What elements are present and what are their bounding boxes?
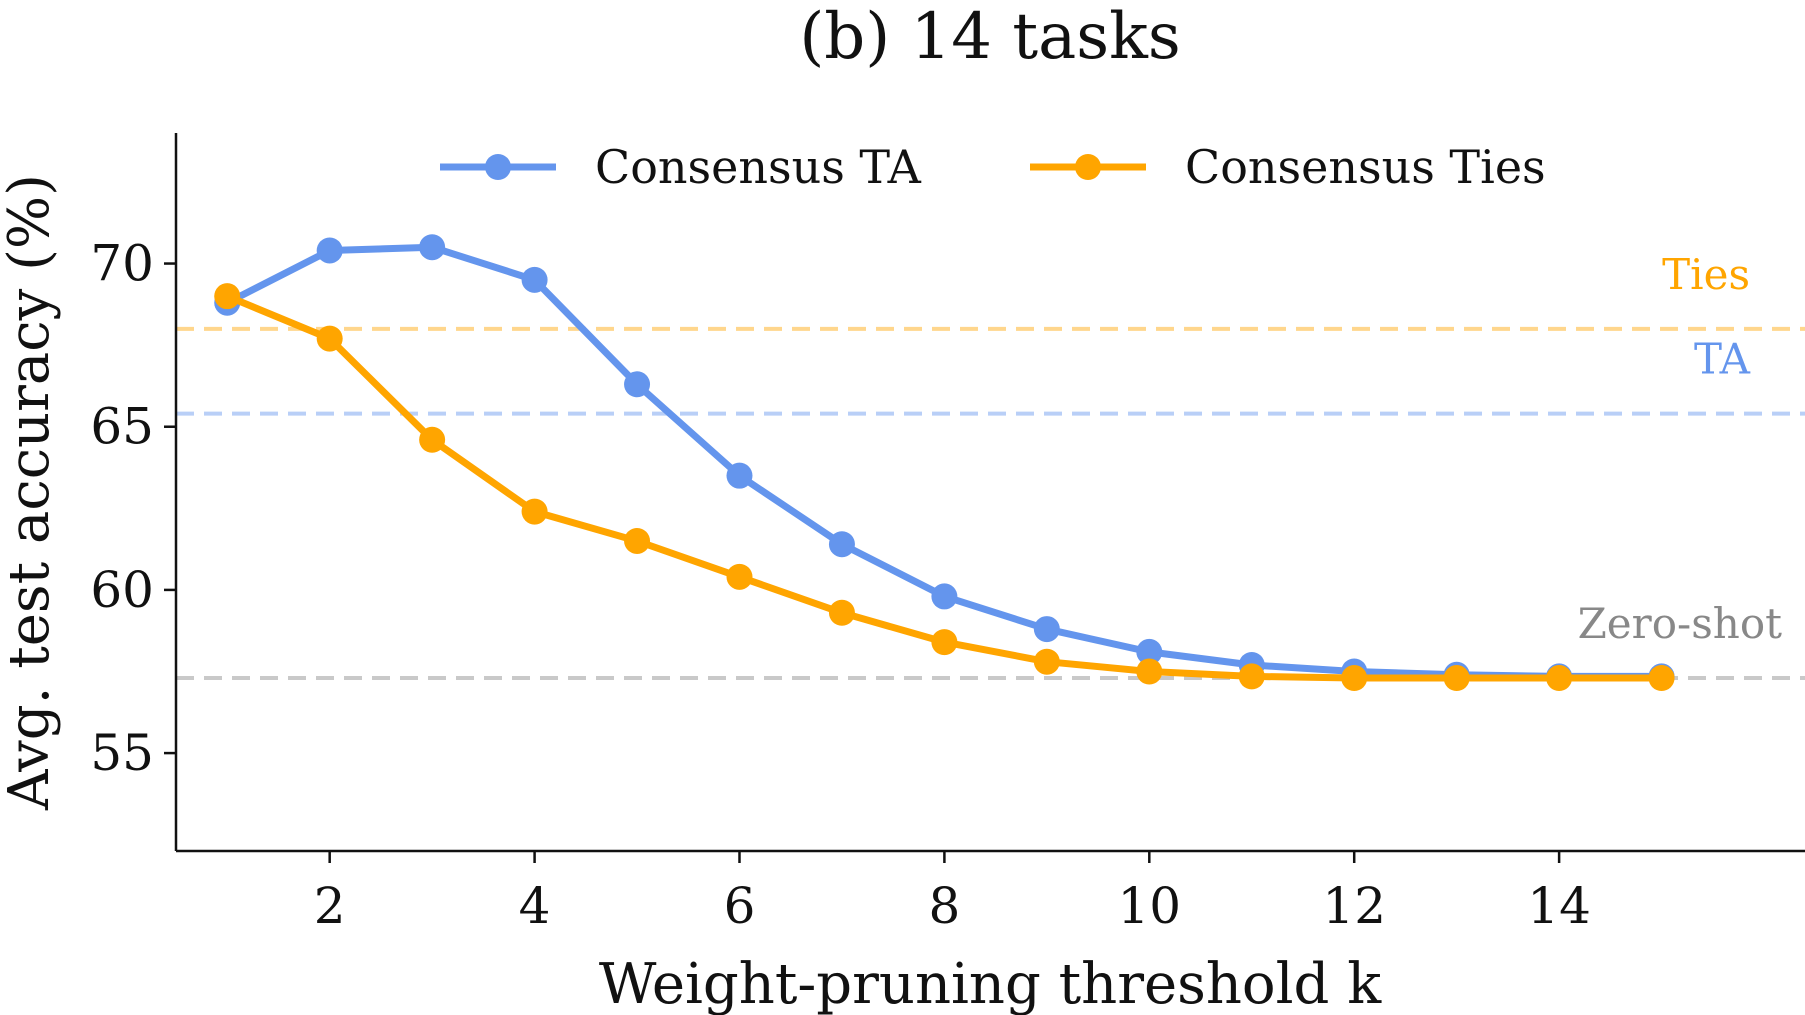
axes [174,133,1805,853]
x-ticks: 2 4 6 8 10 12 14 [314,851,1591,935]
data-point-consensus-ties [1648,665,1675,692]
reference-label-ties: Ties [1662,250,1750,299]
data-point-consensus-ties [1341,665,1368,692]
legend-label-consensus-ties: Consensus Ties [1185,140,1546,194]
x-tick-label: 8 [928,877,960,935]
data-point-consensus-ties [1136,658,1163,685]
y-tick-label: 55 [90,724,154,782]
data-point-consensus-ties [1033,648,1060,675]
data-point-consensus-ta [1033,616,1060,643]
x-tick-label: 10 [1117,877,1181,935]
data-point-consensus-ta [726,462,753,489]
data-point-consensus-ta [624,371,651,398]
x-tick-label: 2 [314,877,346,935]
legend-label-consensus-ta: Consensus TA [595,140,922,194]
data-point-consensus-ta [1136,638,1163,665]
y-ticks: 55 60 65 70 [90,235,176,782]
series-line-consensus-ta [223,243,1666,680]
data-point-consensus-ties [726,563,753,590]
chart-title: (b) 14 tasks [799,0,1180,74]
data-point-consensus-ties [521,498,548,525]
x-tick-label: 6 [724,877,756,935]
data-point-consensus-ties [931,629,958,656]
x-axis-label: Weight-pruning threshold k [599,952,1382,1015]
legend: Consensus TA Consensus Ties [440,140,1546,194]
series-layer [214,234,1675,692]
data-point-consensus-ta [521,266,548,293]
data-point-consensus-ta [316,237,343,264]
x-tick-label: 4 [519,877,551,935]
data-point-consensus-ties [316,325,343,352]
y-axis-label: Avg. test accuracy (%) [0,174,62,811]
legend-marker-consensus-ta [485,154,511,180]
y-tick-label: 60 [90,561,154,619]
data-point-consensus-ties [1238,663,1265,690]
y-tick-label: 70 [90,235,154,293]
data-point-consensus-ties [828,599,855,626]
data-point-consensus-ties [1443,665,1470,692]
legend-marker-consensus-ties [1075,154,1101,180]
data-point-consensus-ta [828,531,855,558]
series-line-consensus-ties [223,292,1666,682]
reference-label-ta: TA [1694,335,1751,384]
data-point-consensus-ties [1546,665,1573,692]
data-point-consensus-ties [214,283,241,310]
x-tick-label: 12 [1322,877,1386,935]
y-tick-label: 65 [90,398,154,456]
data-point-consensus-ties [419,426,446,453]
reference-label-zero-shot: Zero-shot [1578,599,1782,648]
data-point-consensus-ta [931,583,958,610]
x-tick-label: 14 [1527,877,1591,935]
data-point-consensus-ta [419,234,446,261]
data-point-consensus-ties [624,527,651,554]
